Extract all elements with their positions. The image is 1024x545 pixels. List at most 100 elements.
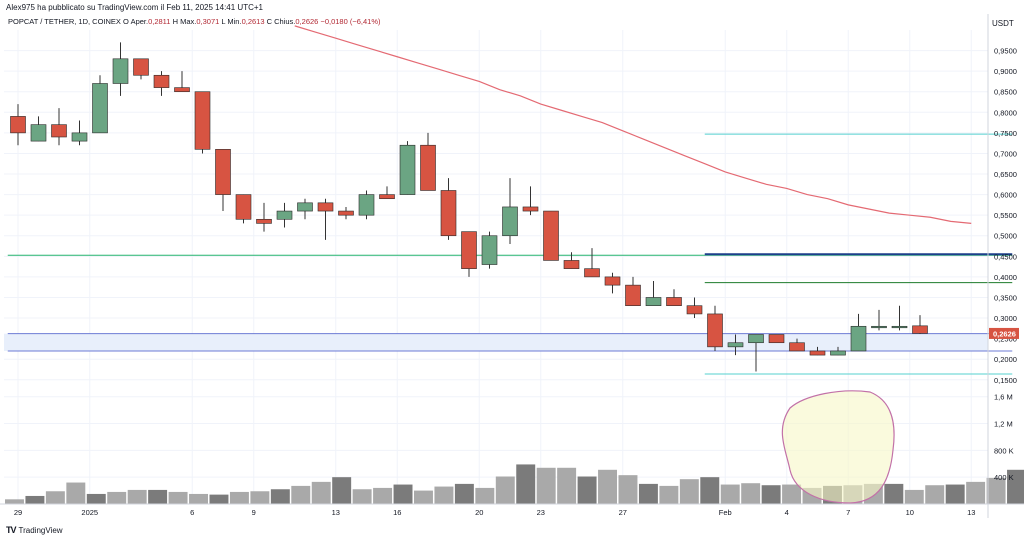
candle-body (256, 218, 272, 224)
time-tick-label: 20 (475, 508, 483, 517)
time-tick-label: 13 (332, 508, 340, 517)
volume-bar (414, 490, 433, 504)
volume-bar (434, 486, 454, 504)
time-tick-label: 10 (906, 508, 914, 517)
time-tick-label: 27 (619, 508, 627, 517)
support-zone (4, 333, 988, 351)
candle-body (30, 124, 47, 142)
candle-body (338, 210, 354, 216)
volume-bar (516, 464, 536, 504)
candle-body (563, 260, 580, 269)
candle-body (645, 297, 662, 307)
candle-body (440, 190, 457, 237)
high-label: H (172, 17, 178, 26)
candle-body (625, 284, 641, 307)
candle-body (215, 149, 231, 195)
candle-body (809, 350, 826, 356)
candle-body (748, 334, 764, 344)
volume-bar (741, 483, 761, 504)
time-tick-label: 13 (967, 508, 975, 517)
volume-bar (209, 494, 229, 504)
candles (10, 42, 928, 372)
candle-body (133, 58, 149, 76)
volume-bar (454, 483, 474, 504)
volume-highlight-shape (781, 390, 895, 504)
price-tick-label: 0,7000 (994, 149, 1017, 158)
candle-body (420, 144, 436, 191)
close-value: 0,2626 (295, 17, 319, 26)
volume-bar (107, 491, 127, 504)
candle-body (297, 202, 313, 212)
close-prefix: Chius. (274, 17, 296, 26)
volume-highlight (781, 390, 895, 504)
candle-body (71, 132, 88, 142)
candle-body (358, 194, 375, 216)
grid (4, 30, 988, 504)
open-value: 0,2811 (148, 17, 171, 26)
volume-tick-label: 1,6 M (994, 393, 1013, 402)
candle-body (604, 276, 621, 286)
candle-body (891, 325, 908, 329)
volume-bar (127, 489, 147, 504)
price-tick-label: 0,5000 (994, 232, 1017, 241)
candle-body (399, 144, 416, 195)
price-tick-label: 0,6000 (994, 191, 1017, 200)
volume-bar (638, 483, 658, 504)
volume-bar (782, 484, 802, 504)
tradingview-logo[interactable]: TV TradingView (6, 525, 63, 535)
time-tick-label: 23 (537, 508, 545, 517)
time-tick-label: 16 (393, 508, 401, 517)
high-prefix: Max. (180, 17, 197, 26)
volume-bar (925, 485, 945, 504)
volume-bar (475, 487, 495, 504)
price-tick-label: 0,9000 (994, 67, 1017, 76)
volume-bar (373, 487, 393, 504)
volume-bar (5, 499, 24, 504)
candle-body (666, 297, 682, 307)
price-tick-label: 0,4000 (994, 273, 1017, 282)
publisher-line: Alex975 ha pubblicato su TradingView.com… (6, 3, 263, 12)
candle-body (174, 87, 190, 93)
volume-bar (311, 481, 331, 504)
moving-average-line (294, 25, 972, 224)
price-tick-label: 0,7500 (994, 129, 1017, 138)
volume-bar (679, 479, 699, 504)
candle-body (461, 231, 477, 269)
currency-label[interactable]: USDT (992, 19, 1014, 28)
candle-body (51, 124, 67, 138)
volume-bar (618, 475, 638, 504)
candle-body (912, 325, 928, 334)
low-value: 0,2613 (241, 17, 265, 26)
ohlc-legend: POPCAT / TETHER, 1D, COINEX O Aper.0,281… (8, 17, 380, 26)
volume-tick-label: 400 K (994, 473, 1014, 482)
volume-bar (332, 477, 352, 504)
candle-body (153, 74, 170, 88)
time-tick-label: 6 (190, 508, 194, 517)
volume-bar (659, 485, 679, 504)
volume-bar (557, 467, 577, 504)
candle-body (276, 210, 293, 220)
volume-bar (66, 482, 86, 504)
candle-body (112, 58, 129, 84)
volume-bar (86, 493, 106, 504)
price-tick-label: 0,2500 (994, 335, 1017, 344)
candle-body (502, 206, 518, 237)
time-tick-label: Feb (719, 508, 732, 517)
volume-bar (270, 489, 290, 504)
volume-bar (495, 476, 515, 504)
price-tick-label: 0,6500 (994, 170, 1017, 179)
volume-bar (945, 484, 965, 504)
volume-tick-label: 800 K (994, 446, 1014, 455)
close-label: C (266, 17, 273, 26)
volume-bar (598, 469, 617, 504)
volume-bar (168, 491, 188, 504)
open-label: O (123, 17, 129, 26)
last-price-label: 0,2626 (993, 329, 1016, 338)
price-tick-label: 0,1500 (994, 376, 1017, 385)
volume-bar (393, 484, 413, 504)
price-tick-label: 0,8500 (994, 88, 1017, 97)
volume-bar (966, 481, 986, 504)
tradingview-logo-icon: TV (6, 525, 16, 535)
